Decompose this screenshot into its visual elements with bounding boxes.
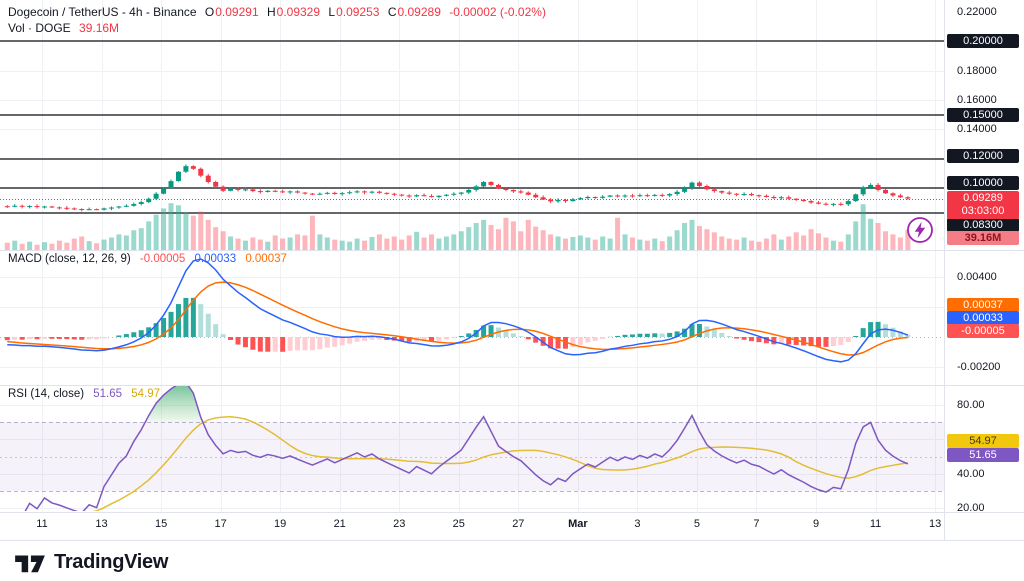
rsi-legend: RSI (14, close) 51.65 54.97 [8, 388, 160, 400]
pane-separator-macd[interactable] [0, 250, 1024, 251]
time-axis-label: 27 [512, 518, 525, 530]
volume-study-value: 39.16M [79, 21, 120, 35]
time-axis-label: 21 [333, 518, 346, 530]
time-axis-label: 3 [634, 518, 641, 530]
chart-bottom-border [0, 540, 1024, 541]
tradingview-attribution[interactable]: TradingView [13, 548, 168, 576]
rsi-title: RSI (14, close) [8, 388, 85, 400]
macd-line-value: 0.00033 [194, 253, 237, 265]
time-axis-label: 13 [95, 518, 108, 530]
chart-canvas[interactable] [0, 0, 944, 540]
open-value: 0.09291 [215, 5, 259, 19]
rsi-axis-label: 80.00 [957, 399, 985, 411]
price-axis-label: 0.16000 [957, 94, 997, 107]
macd-signal-value: 0.00037 [245, 253, 287, 265]
macd-axis-label: -0.00200 [957, 361, 1001, 373]
price-axis[interactable]: 0.22000 0.18000 0.16000 0.14000 0.20000 0.150… [944, 0, 1024, 540]
time-axis-label: 5 [693, 518, 700, 530]
time-axis-label: 25 [452, 518, 465, 530]
pane-separator-rsi[interactable] [0, 385, 1024, 386]
low-label: L [328, 5, 336, 19]
macd-value-badge: -0.00005 [947, 324, 1019, 338]
price-axis-label: 0.14000 [957, 123, 997, 136]
time-axis-border [0, 512, 1024, 513]
time-axis-label: 17 [214, 518, 227, 530]
price-axis-border [944, 0, 945, 540]
price-level-badge: 0.10000 [947, 176, 1019, 191]
time-axis-label: 11 [36, 518, 48, 530]
flash-boost-button[interactable] [905, 215, 935, 245]
price-level-badge: 0.08300 [947, 218, 1019, 233]
macd-value-badge: 0.00033 [947, 311, 1019, 325]
rsi-value-badge: 51.65 [947, 448, 1019, 462]
macd-title: MACD (close, 12, 26, 9) [8, 253, 131, 265]
rsi-axis-label: 20.00 [957, 502, 985, 515]
price-level-badge: 0.12000 [947, 148, 1019, 163]
price-axis-label: 0.22000 [957, 6, 997, 18]
current-price-value: 0.09289 [963, 192, 1003, 204]
macd-value-badge: 0.00037 [947, 298, 1019, 312]
rsi-value-badge: 54.97 [947, 434, 1019, 448]
rsi-axis-label: 40.00 [957, 467, 985, 480]
price-level-badge: 0.20000 [947, 34, 1019, 49]
rsi-ma-value: 54.97 [131, 388, 161, 400]
high-value: 0.09329 [276, 5, 321, 19]
close-label: C [387, 5, 397, 19]
time-axis-label: 13 [928, 518, 942, 530]
time-axis-label: 15 [154, 518, 168, 530]
time-axis-label: 9 [812, 518, 820, 530]
change-value: -0.00002 (-0.02%) [449, 5, 546, 19]
bar-countdown: 03:03:00 [961, 205, 1005, 217]
time-axis-label: 11 [869, 518, 882, 530]
time-axis-label: 19 [274, 518, 287, 530]
macd-axis-label: 0.00400 [957, 271, 997, 283]
time-axis-label: 23 [393, 518, 406, 530]
volume-badge: 39.16M [947, 231, 1019, 245]
price-axis-label: 0.18000 [957, 64, 997, 77]
rsi-value: 51.65 [93, 388, 123, 400]
chart-legend: Dogecoin / TetherUS - 4h - Binance O0.09… [8, 4, 546, 36]
time-axis-label: Mar [568, 518, 588, 530]
close-value: 0.09289 [397, 5, 441, 19]
high-label: H [266, 5, 276, 19]
current-price-badge: 0.09289 03:03:00 [947, 191, 1019, 219]
macd-legend: MACD (close, 12, 26, 9) -0.00005 0.00033… [8, 253, 287, 265]
lightning-icon [907, 217, 933, 243]
volume-study-label: Vol · DOGE [8, 21, 71, 35]
open-label: O [204, 5, 215, 19]
low-value: 0.09253 [336, 5, 380, 19]
tradingview-logo-icon [15, 555, 45, 573]
tradingview-logo-text: TradingView [54, 550, 169, 573]
symbol-title: Dogecoin / TetherUS - 4h - Binance [8, 5, 197, 19]
macd-hist-value: -0.00005 [139, 253, 186, 265]
price-level-badge: 0.15000 [947, 107, 1019, 122]
time-axis[interactable]: 11 13 15 17 19 21 23 25 27 Mar 3 5 7 9 11 13 [0, 513, 944, 540]
time-axis-label: 7 [753, 518, 760, 530]
